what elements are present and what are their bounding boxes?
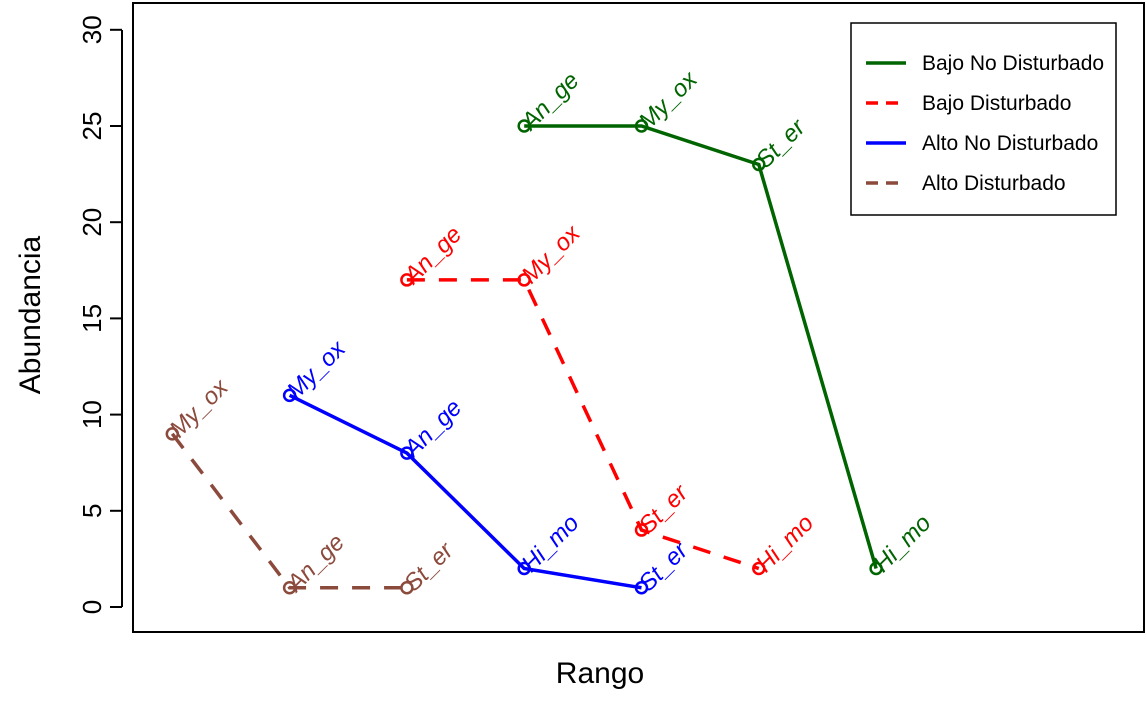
plot-frame [132,2,1145,633]
data-label: An_ge [398,394,468,464]
series-2: An_ge My_ox St_er Hi_mo [398,219,819,577]
legend: Bajo No Disturbado Bajo Disturbado Alto No… [850,22,1117,216]
data-label: St_er [634,537,694,597]
legend-label: Alto No Disturbado [922,132,1098,155]
data-label: Hi_mo [751,510,819,578]
series-line [170,432,407,590]
data-label: My_ox [282,335,352,405]
data-point [752,561,766,576]
y-axis-ticks: 0 5 10 15 20 25 30 [77,15,122,614]
data-point [517,273,531,287]
legend-label: Bajo Disturbado [922,92,1071,115]
data-point [517,119,531,133]
data-label: Hi_mo [868,510,936,578]
data-point [634,119,649,133]
y-tick-label: 20 [77,208,107,237]
series-line [406,278,760,571]
data-point [634,581,649,595]
series-3: My_ox An_ge Hi_mo St_er [282,335,694,597]
data-point [400,446,414,460]
y-tick-label: 5 [77,504,107,518]
data-label: St_er [634,479,694,539]
data-point [282,388,297,403]
data-point [752,157,766,172]
legend-label: Bajo No Disturbado [922,52,1104,75]
y-axis-title: Abundancia [14,235,47,394]
y-tick-label: 15 [77,304,107,333]
series-line [524,124,878,570]
data-label: My_ox [516,219,586,289]
y-tick-label: 25 [77,112,107,141]
series-line [288,393,642,590]
data-label: St_er [751,113,811,173]
data-point [165,427,180,441]
data-label: My_ox [164,373,234,443]
y-tick-label: 10 [77,400,107,429]
data-label: My_ox [634,65,704,135]
y-tick-label: 30 [77,15,107,44]
data-point [282,581,297,595]
data-point [869,561,883,576]
data-label: An_ge [280,529,350,599]
data-point [634,523,649,537]
data-point [400,273,414,287]
data-label: Hi_mo [516,510,584,578]
series-layer: An_ge My_ox St_er Hi_mo An_ge My_ox St_er Hi_mo… [164,65,936,598]
data-label: St_er [399,537,459,597]
data-point [400,581,414,595]
legend-label: Alto Disturbado [922,172,1066,195]
x-axis-title: Rango [556,657,644,690]
data-point [517,561,531,576]
y-tick-label: 0 [77,600,107,614]
